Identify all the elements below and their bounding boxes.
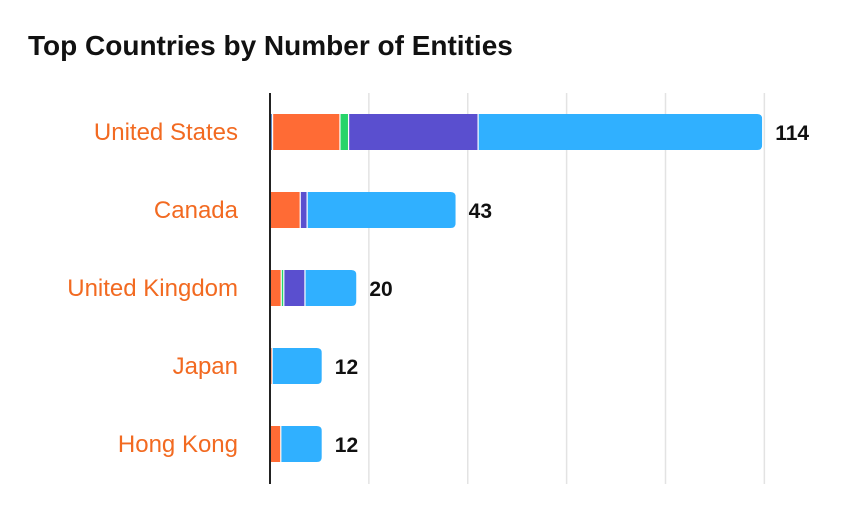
gridlines	[368, 93, 766, 484]
value-label: 12	[335, 434, 358, 457]
bar-segment	[348, 114, 479, 150]
bar-segment	[270, 114, 273, 150]
bar-segment	[270, 348, 273, 384]
bar-segment	[270, 270, 282, 306]
category-label: United States	[94, 119, 238, 146]
category-label: Japan	[173, 353, 238, 380]
bar-segment	[478, 114, 763, 150]
bar-segment	[300, 192, 308, 228]
bar-segment	[270, 192, 301, 228]
chart-title: Top Countries by Number of Entities	[28, 30, 513, 61]
bar-segment	[304, 270, 357, 306]
bar-segment	[272, 114, 340, 150]
bar-group-4	[270, 426, 322, 462]
bar-group-1	[270, 192, 456, 228]
bar-group-3	[270, 348, 322, 384]
value-label: 114	[775, 122, 809, 145]
category-label: United Kingdom	[67, 275, 238, 302]
category-labels: United States Canada United Kingdom Japan Ho…	[67, 119, 238, 458]
bar-group-0	[270, 114, 763, 150]
value-label: 12	[335, 356, 358, 379]
bar-segment	[307, 192, 456, 228]
value-label: 43	[469, 200, 492, 223]
value-labels: 114 43 20 12 12	[335, 122, 810, 457]
bar-segment	[283, 270, 305, 306]
bar-segment	[281, 270, 284, 306]
bars	[270, 114, 763, 462]
category-label: Canada	[154, 197, 239, 224]
bar-segment	[339, 114, 349, 150]
bar-group-2	[270, 270, 357, 306]
value-label: 20	[369, 278, 392, 301]
bar-segment	[280, 426, 322, 462]
bar-segment	[272, 348, 322, 384]
category-label: Hong Kong	[118, 431, 238, 458]
bar-segment	[270, 426, 281, 462]
